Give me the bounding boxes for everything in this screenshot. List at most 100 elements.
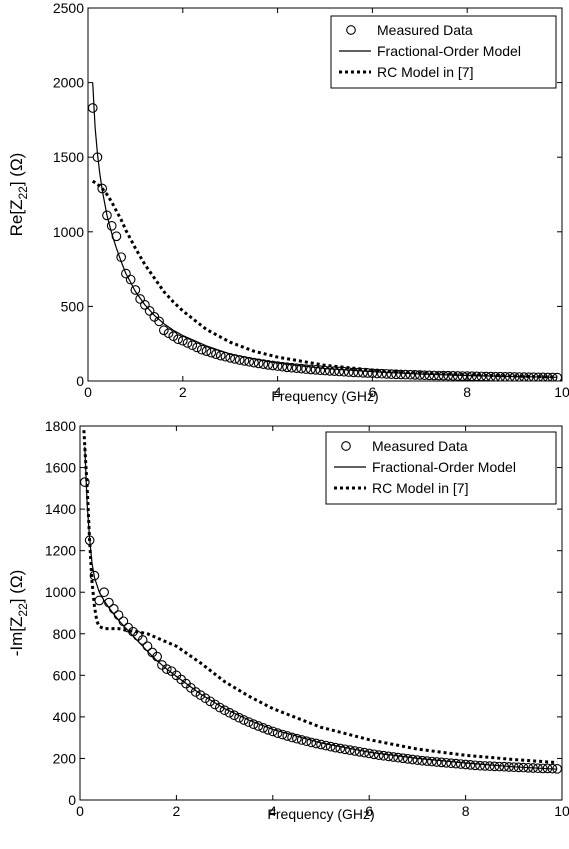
legend: Measured Data Fractional-Order Model RC Mo… bbox=[330, 15, 557, 89]
y-tick-label: 1200 bbox=[45, 543, 76, 559]
data-point bbox=[272, 361, 283, 371]
data-point bbox=[388, 752, 399, 762]
data-point bbox=[154, 316, 164, 327]
data-point bbox=[142, 641, 153, 652]
y-tick-label: 1500 bbox=[53, 149, 84, 165]
data-point bbox=[253, 358, 264, 369]
x-tick-label: 8 bbox=[463, 384, 471, 400]
data-point bbox=[362, 368, 373, 378]
legend-label: Measured Data bbox=[377, 22, 473, 38]
data-point bbox=[407, 754, 418, 765]
plot-area bbox=[88, 82, 562, 381]
data-point bbox=[144, 306, 155, 316]
data-point bbox=[292, 733, 302, 744]
data-point bbox=[296, 735, 307, 745]
y-tick-label: 400 bbox=[53, 709, 77, 725]
data-point bbox=[378, 750, 389, 761]
chart-1: 0 2 4 6 8 10 0 500 1000 1500 2000 2500 Frequency (GH… bbox=[7, 0, 569, 404]
data-point bbox=[277, 361, 288, 372]
x-axis-label: Frequency (GHz) bbox=[267, 806, 374, 822]
legend-box bbox=[325, 431, 557, 505]
data-point bbox=[88, 103, 98, 113]
data-point bbox=[206, 347, 217, 358]
data-point bbox=[433, 370, 444, 381]
data-point bbox=[480, 761, 490, 771]
y-axis-label: Re[Z22] (Ω) bbox=[7, 153, 30, 237]
data-point bbox=[431, 757, 442, 767]
data-point bbox=[211, 349, 221, 359]
data-point bbox=[412, 755, 423, 765]
y-tick-label: 0 bbox=[68, 792, 76, 808]
data-point bbox=[393, 752, 403, 763]
data-point bbox=[214, 702, 225, 713]
data-point bbox=[410, 370, 420, 380]
legend-marker-circle bbox=[341, 441, 351, 451]
data-point bbox=[455, 759, 466, 769]
data-point bbox=[325, 741, 336, 752]
y-axis-label-subscript: 22 bbox=[16, 603, 30, 617]
data-point bbox=[414, 370, 425, 380]
data-point bbox=[287, 732, 297, 743]
data-point bbox=[419, 370, 430, 381]
x-tick-label: 10 bbox=[554, 803, 569, 819]
y-axis-label-subscript: 22 bbox=[16, 186, 30, 200]
y-axis-label: -Im[Z22] (Ω) bbox=[7, 570, 30, 657]
y-tick-label: 800 bbox=[53, 626, 77, 642]
y-axis-label-base: Re[Z bbox=[7, 200, 26, 237]
data-point bbox=[277, 729, 288, 740]
data-point bbox=[373, 750, 384, 760]
y-tick-label: 0 bbox=[76, 373, 84, 389]
legend-label: RC Model in [7] bbox=[372, 480, 468, 496]
data-point bbox=[306, 737, 317, 748]
y-tick-label: 1000 bbox=[45, 584, 76, 600]
data-point bbox=[161, 664, 172, 674]
data-point bbox=[429, 370, 439, 381]
x-tick-label: 8 bbox=[462, 803, 470, 819]
data-point bbox=[205, 696, 215, 707]
data-point bbox=[118, 616, 129, 627]
data-point bbox=[195, 690, 206, 700]
data-point bbox=[121, 268, 131, 279]
data-point bbox=[258, 359, 269, 369]
data-point bbox=[475, 760, 485, 771]
data-point bbox=[345, 745, 355, 755]
data-point bbox=[102, 210, 112, 221]
data-point bbox=[381, 369, 392, 379]
data-point bbox=[301, 364, 311, 374]
x-tick-label: 10 bbox=[554, 384, 569, 400]
data-point bbox=[263, 360, 273, 370]
data-point bbox=[398, 753, 408, 764]
data-point bbox=[173, 334, 183, 345]
data-point bbox=[451, 758, 461, 769]
data-point bbox=[168, 331, 179, 342]
legend-label: RC Model in [7] bbox=[377, 64, 473, 80]
data-point bbox=[470, 760, 481, 771]
plot-frame bbox=[79, 425, 563, 801]
data-point bbox=[201, 346, 212, 357]
data-point bbox=[135, 294, 145, 304]
y-tick-label: 1800 bbox=[45, 418, 76, 434]
series-measured-data bbox=[88, 103, 562, 381]
chart-2: 0 2 4 6 8 10 0 200 400 600 800 1000 1200 1400 1600 1800… bbox=[7, 418, 569, 822]
data-point bbox=[353, 367, 364, 378]
data-point bbox=[272, 728, 283, 738]
data-point bbox=[200, 693, 211, 704]
data-point bbox=[427, 756, 437, 767]
x-tick-label: 0 bbox=[76, 803, 84, 819]
data-point bbox=[310, 364, 321, 375]
data-point bbox=[339, 366, 349, 377]
data-point bbox=[192, 342, 202, 353]
data-point bbox=[422, 756, 432, 766]
data-point bbox=[438, 370, 449, 381]
x-tick-label: 6 bbox=[365, 803, 373, 819]
data-point bbox=[282, 731, 293, 741]
data-point bbox=[267, 726, 278, 737]
data-point bbox=[268, 360, 278, 371]
data-point bbox=[383, 751, 394, 762]
data-point bbox=[417, 755, 428, 766]
data-point bbox=[301, 736, 312, 747]
data-point bbox=[140, 300, 150, 310]
data-point bbox=[484, 761, 495, 771]
data-point bbox=[125, 274, 136, 285]
